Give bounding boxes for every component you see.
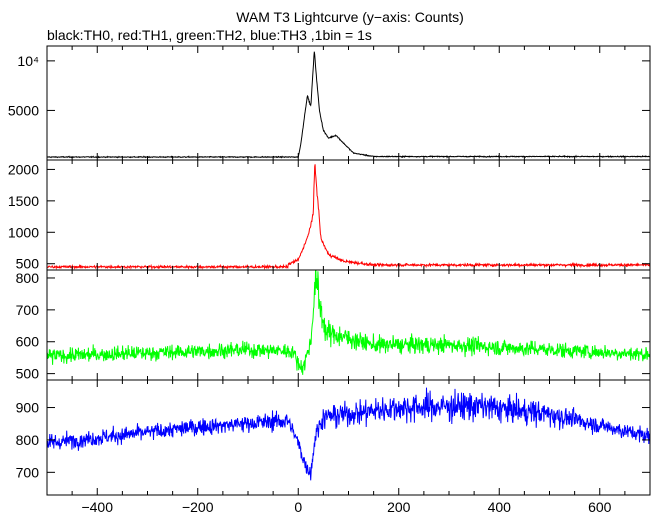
figure-title: WAM T3 Lightcurve (y−axis: Counts) [236,9,464,25]
series-line-TH0 [46,51,651,159]
panel-1: 5000 10⁴ [8,45,651,161]
y-tick-label: 500 [16,366,40,382]
y-tick-label: 700 [16,302,40,318]
series-line-TH1 [46,164,651,271]
x-tick-label: 400 [488,499,512,515]
panel-frame [46,379,651,496]
y-tick-label: 1000 [8,224,39,240]
panel-2: 500 1000 1500 2000 [8,159,651,272]
y-tick-label: 5000 [8,102,39,118]
y-tick-label: 800 [16,270,40,286]
y-tick-label: 600 [16,334,40,350]
x-tick-label: 600 [588,499,612,515]
y-tick-label: 800 [16,432,40,448]
y-tick-label: 900 [16,400,40,416]
figure-subtitle: black:TH0, red:TH1, green:TH2, blue:TH3 … [47,27,372,43]
panel-frame [46,45,651,161]
series-line-TH3 [46,387,651,481]
x-tick-label: 200 [387,499,411,515]
panel-frame [46,269,651,381]
series-line-TH2 [46,270,651,375]
panel-3: 500 600 700 800 [16,269,651,382]
y-tick-label: 1500 [8,193,39,209]
panel-frame [46,159,651,271]
x-tick-label: −400 [81,499,113,515]
y-tick-label: 10⁴ [17,53,39,69]
x-tick-label: 0 [294,499,302,515]
y-tick-label: 2000 [8,161,39,177]
y-tick-label: 700 [16,464,40,480]
panel-4: 700 800 900 −400 −200 0 200 400 600 [16,379,651,515]
y-tick-label: 500 [16,256,40,272]
panels: 500010⁴500100015002000500600700800700800… [8,45,651,515]
x-tick-label: −200 [182,499,214,515]
